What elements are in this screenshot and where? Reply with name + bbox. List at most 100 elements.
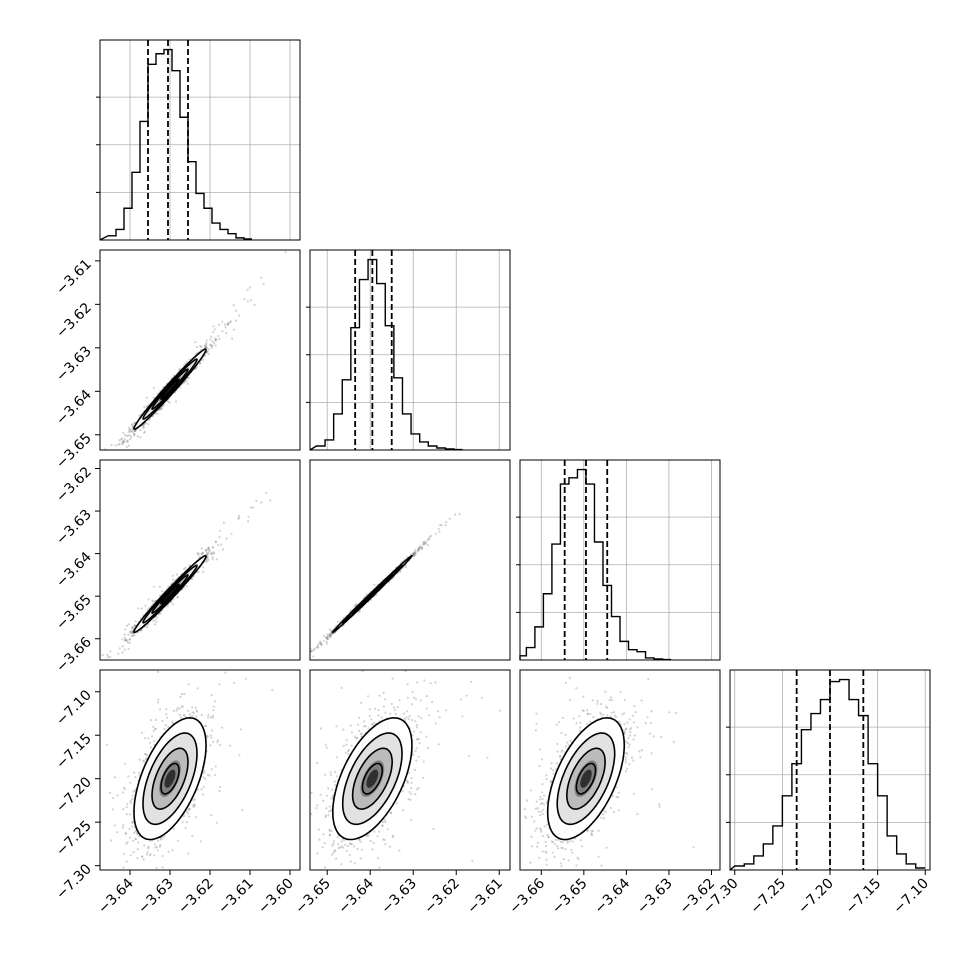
scatter-point [246, 288, 249, 291]
scatter-point [126, 641, 129, 644]
scatter-point [124, 628, 127, 631]
scatter-point [120, 452, 122, 454]
scatter-point [152, 396, 155, 400]
scatter-point [211, 340, 214, 343]
scatter-point [213, 342, 216, 345]
scatter-point [129, 430, 132, 433]
scatter-point [108, 666, 110, 668]
scatter-point [134, 620, 137, 623]
scatter-point [274, 682, 276, 684]
scatter-point [131, 632, 134, 635]
scatter-point [320, 643, 323, 646]
scatter-point [210, 552, 213, 556]
scatter-point [120, 438, 123, 441]
scatter-point [399, 570, 402, 573]
scatter-point [172, 603, 175, 606]
scatter-point [127, 444, 130, 447]
scatter-point [219, 529, 222, 532]
scatter-point [134, 430, 137, 433]
scatter-point [139, 429, 142, 432]
scatter-point [127, 623, 130, 626]
scatter-point [413, 552, 416, 555]
scatter-point [237, 517, 240, 520]
scatter-point [195, 710, 198, 713]
scatter-point [265, 491, 268, 494]
scatter-point [229, 321, 232, 324]
scatter-point [215, 338, 218, 341]
scatter-point [147, 607, 150, 610]
scatter-point [217, 544, 220, 547]
scatter-point [194, 367, 197, 370]
scatter-point [200, 788, 203, 791]
scatter-point [200, 345, 203, 348]
scatter-point [423, 541, 426, 544]
scatter-point [325, 636, 328, 640]
scatter-point [232, 328, 236, 331]
scatter-point [204, 346, 208, 349]
scatter-point [191, 834, 194, 838]
scatter-point [188, 358, 191, 361]
scatter-point [329, 634, 332, 637]
scatter-point [428, 538, 431, 541]
scatter-point [417, 548, 420, 551]
scatter-point [118, 661, 120, 663]
scatter-point [143, 431, 146, 434]
scatter-point [144, 604, 147, 607]
scatter-point [275, 686, 277, 688]
scatter-point [133, 432, 136, 435]
scatter-point [199, 361, 202, 364]
scatter-point [121, 441, 124, 445]
scatter-point [131, 626, 135, 630]
scatter-point [123, 639, 127, 642]
scatter-point [312, 655, 315, 658]
scatter-point [226, 322, 229, 326]
scatter-point [237, 514, 241, 518]
scatter-point [444, 524, 447, 527]
scatter-point [185, 380, 188, 383]
scatter-point [131, 825, 134, 828]
scatter-point [108, 655, 112, 659]
scatter-point [218, 536, 221, 539]
scatter-point [134, 838, 137, 841]
scatter-point [421, 547, 424, 550]
scatter-point [191, 706, 194, 709]
scatter-point [208, 550, 211, 554]
scatter-point [128, 638, 131, 641]
scatter-point [243, 298, 246, 301]
scatter-point [159, 407, 162, 411]
scatter-point [130, 423, 133, 426]
scatter-point [131, 630, 134, 633]
scatter-point [326, 637, 330, 641]
scatter-point [130, 429, 133, 432]
scatter-point [130, 634, 133, 637]
scatter-point [101, 654, 104, 657]
scatter-point [119, 451, 121, 453]
scatter-point [316, 646, 319, 649]
scatter-point [311, 649, 314, 653]
scatter-point [427, 537, 430, 541]
scatter-point [147, 423, 150, 426]
scatter-point [207, 549, 210, 552]
scatter-point [313, 648, 316, 652]
scatter-point [99, 455, 101, 457]
scatter-point [246, 300, 249, 303]
scatter-point [183, 567, 186, 571]
scatter-point [152, 619, 155, 623]
scatter-point [262, 282, 265, 285]
scatter-point [124, 638, 127, 642]
scatter-point [202, 566, 205, 569]
scatter-point [147, 623, 150, 626]
scatter-point [205, 550, 208, 553]
scatter-point [127, 430, 130, 434]
scatter-point [121, 645, 124, 648]
scatter-point [421, 543, 424, 546]
scatter-point [175, 573, 178, 576]
scatter-point [184, 362, 187, 365]
scatter-point [129, 631, 133, 634]
scatter-point [319, 640, 322, 643]
scatter-point [133, 634, 136, 637]
grid-layer [100, 40, 930, 870]
scatter-point [248, 286, 251, 289]
scatter-point [128, 426, 131, 430]
scatter-point [157, 613, 160, 616]
